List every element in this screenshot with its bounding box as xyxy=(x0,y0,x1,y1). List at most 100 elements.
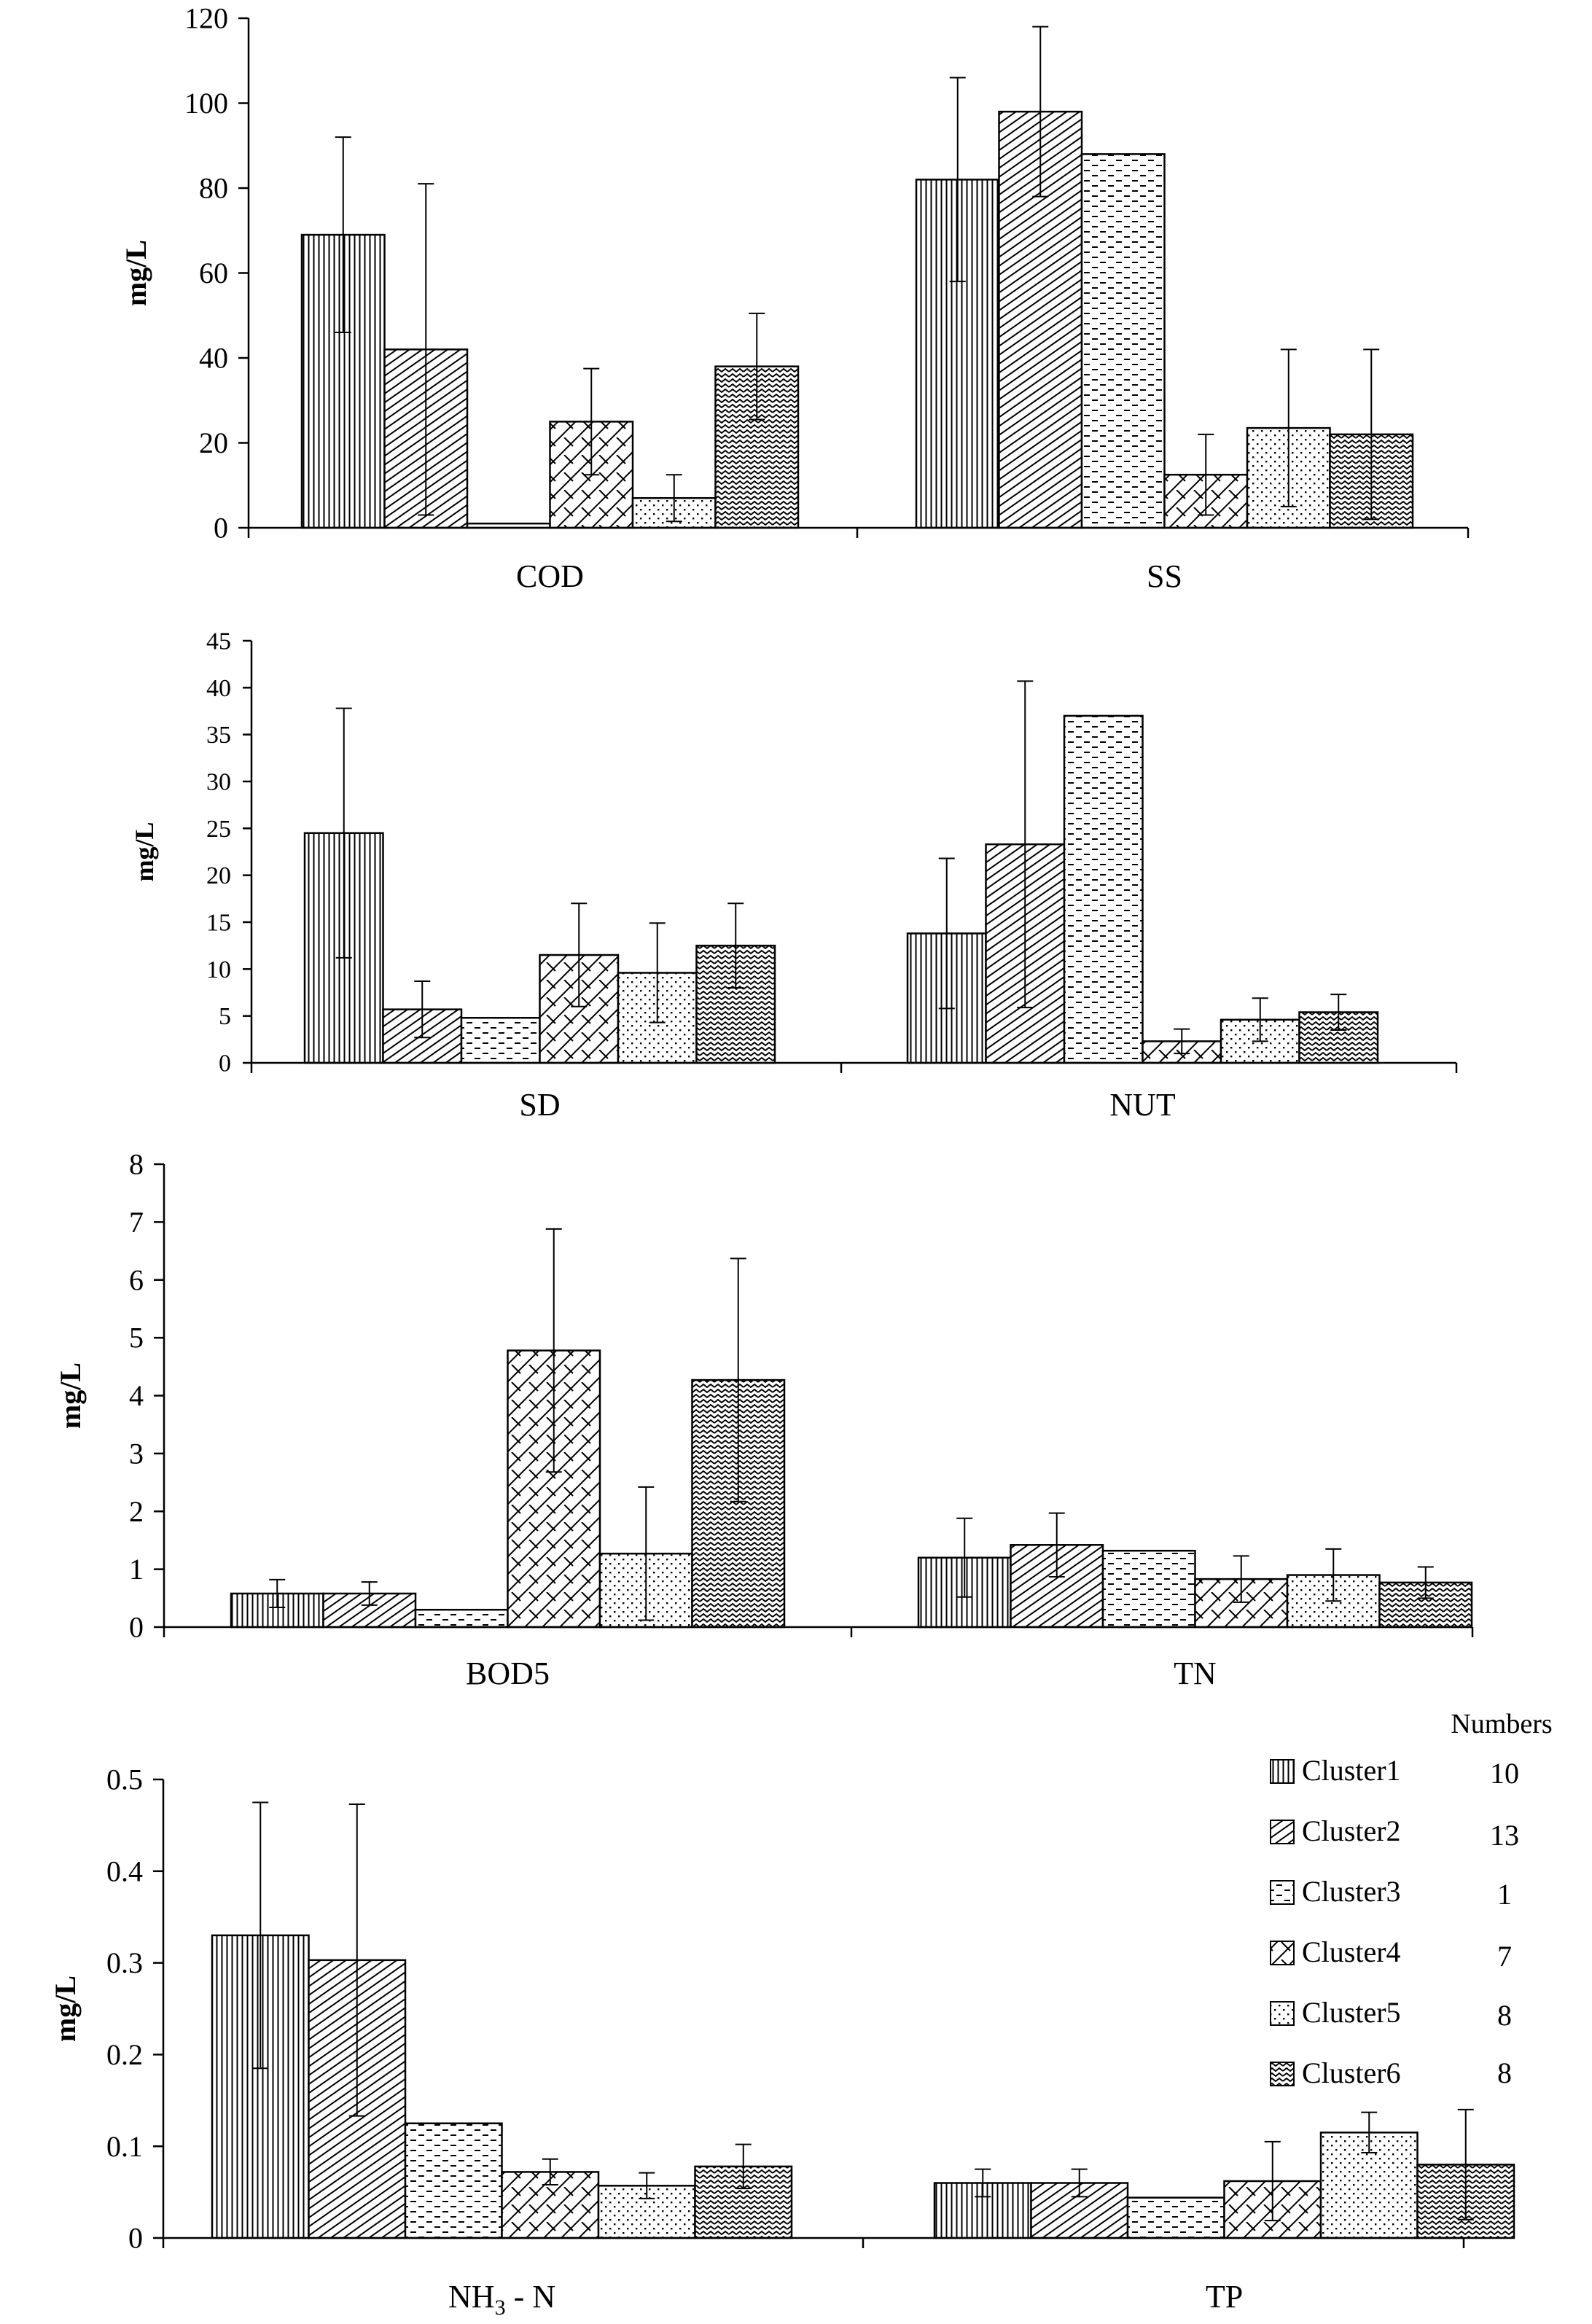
legend-count-cluster5: 8 xyxy=(1497,1999,1512,2032)
category-label-ss: SS xyxy=(1147,558,1182,594)
bar-cluster3-nut xyxy=(1063,714,1144,1064)
error-bar-cluster4-nh xyxy=(542,2158,558,2186)
error-bar-cluster5-cod xyxy=(666,474,682,523)
legend-swatch-cluster4 xyxy=(1270,1941,1295,1965)
chart-2: 0 5 10 15 20 25 30 35 40 45 SD NUT mg/L xyxy=(130,628,1458,1123)
legend-count-cluster6: 8 xyxy=(1497,2056,1512,2089)
bar-cluster3-nh xyxy=(404,2122,503,2239)
y-axis-title: mg/L xyxy=(130,822,159,881)
y-tick-label: 80 xyxy=(199,172,228,205)
error-bar-cluster6-tp xyxy=(1457,2108,1474,2220)
bar-cluster3-tn xyxy=(1101,1549,1196,1629)
chart-1: 0 20 40 60 80 100 120 COD SS mg/L xyxy=(120,2,1470,594)
error-bar-cluster2-tn xyxy=(1048,1512,1065,1578)
y-tick-label: 0.2 xyxy=(106,2038,143,2071)
y-tick-label: 35 xyxy=(206,722,231,749)
category-label-nh: NH3 - N xyxy=(448,2279,555,2320)
y-tick-label: 0 xyxy=(129,1611,144,1644)
error-bar-cluster6-ss xyxy=(1363,348,1380,520)
category-label-sd: SD xyxy=(519,1087,560,1123)
error-bar-cluster4-tn xyxy=(1233,1555,1249,1603)
y-tick-label: 25 xyxy=(206,816,231,843)
error-bar-cluster5-ss xyxy=(1280,348,1297,507)
y-tick-label: 1 xyxy=(129,1553,144,1586)
chart-3: 0 1 2 3 4 5 6 7 8 BOD5 TN mg/L xyxy=(54,1148,1474,1691)
error-bar-cluster5-nut xyxy=(1252,997,1268,1042)
error-bar-cluster1-nh xyxy=(252,1801,269,2070)
error-bar-cluster1-nut xyxy=(938,857,955,1010)
legend-count-cluster4: 7 xyxy=(1497,1940,1512,1973)
y-tick-label: 8 xyxy=(129,1148,144,1181)
error-bar-cluster4-bod5 xyxy=(545,1228,562,1473)
y-axis-title: mg/L xyxy=(120,240,152,306)
legend-label-cluster5: Cluster5 xyxy=(1302,1996,1401,2029)
y-tick-label: 20 xyxy=(199,426,228,459)
legend-entry-cluster2: Cluster2 13 xyxy=(1270,1814,1519,1852)
legend-count-cluster3: 1 xyxy=(1497,1878,1512,1911)
error-bar-cluster2-cod xyxy=(418,183,434,516)
legend: Numbers Cluster1 10 Cluster2 13 Cluster3… xyxy=(1270,1709,1553,2089)
error-bar-cluster2-tp xyxy=(1071,2168,1088,2198)
error-bar-cluster1-ss xyxy=(949,77,966,283)
legend-label-cluster4: Cluster4 xyxy=(1302,1935,1401,1968)
legend-swatch-cluster6 xyxy=(1270,2062,1295,2086)
bar-cluster3-ss xyxy=(1080,153,1166,529)
error-bar-cluster6-nh xyxy=(735,2143,752,2190)
error-bar-cluster4-cod xyxy=(583,367,600,476)
legend-header: Numbers xyxy=(1451,1709,1552,1739)
y-tick-label: 3 xyxy=(129,1437,144,1470)
legend-entry-cluster4: Cluster4 7 xyxy=(1270,1935,1512,1973)
category-label-cod: COD xyxy=(516,558,584,594)
y-axis-title: mg/L xyxy=(54,1362,87,1429)
bar-cluster3-sd xyxy=(460,1016,541,1064)
legend-count-cluster2: 13 xyxy=(1490,1819,1519,1852)
y-tick-label: 6 xyxy=(129,1263,144,1296)
error-bar-cluster2-nut xyxy=(1017,680,1034,1009)
error-bar-cluster5-tn xyxy=(1325,1548,1342,1602)
legend-swatch-cluster1 xyxy=(1270,1759,1295,1784)
error-bar-cluster4-ss xyxy=(1198,433,1214,516)
error-bar-cluster5-nh xyxy=(639,2172,655,2199)
error-bar-cluster2-bod5 xyxy=(361,1581,378,1606)
y-tick-label: 4 xyxy=(129,1379,144,1412)
error-bar-cluster6-sd xyxy=(727,902,744,989)
error-bar-cluster1-cod xyxy=(335,136,351,334)
y-tick-label: 0 xyxy=(214,512,228,545)
y-tick-label: 15 xyxy=(206,910,231,937)
legend-entry-cluster1: Cluster1 10 xyxy=(1270,1754,1519,1790)
y-tick-label: 30 xyxy=(206,769,231,796)
y-tick-label: 60 xyxy=(199,257,228,289)
error-bar-cluster4-sd xyxy=(571,902,588,1007)
y-tick-label: 0 xyxy=(219,1050,231,1077)
y-tick-label: 2 xyxy=(129,1495,144,1528)
error-bar-cluster1-tn xyxy=(956,1517,973,1598)
legend-entry-cluster6: Cluster6 8 xyxy=(1270,2056,1512,2089)
y-tick-label: 10 xyxy=(206,956,231,983)
y-tick-label: 0.1 xyxy=(106,2130,143,2163)
legend-entry-cluster5: Cluster5 8 xyxy=(1270,1996,1512,2032)
y-tick-label: 40 xyxy=(206,675,231,702)
error-bar-cluster1-bod5 xyxy=(269,1578,286,1609)
error-bar-cluster5-bod5 xyxy=(638,1486,655,1621)
error-bar-cluster6-cod xyxy=(749,312,765,421)
legend-label-cluster3: Cluster3 xyxy=(1302,1875,1401,1908)
legend-swatch-cluster3 xyxy=(1270,1880,1295,1905)
legend-swatch-cluster5 xyxy=(1270,2001,1295,2026)
category-label-tn: TN xyxy=(1174,1656,1217,1691)
y-tick-label: 40 xyxy=(199,342,228,375)
y-tick-label: 0 xyxy=(128,2222,143,2255)
error-bar-cluster5-sd xyxy=(649,922,666,1023)
y-tick-label: 100 xyxy=(184,87,228,120)
y-tick-label: 5 xyxy=(219,1003,231,1030)
legend-count-cluster1: 10 xyxy=(1490,1757,1519,1790)
y-tick-label: 7 xyxy=(129,1206,144,1239)
error-bar-cluster2-sd xyxy=(414,980,431,1039)
bar-cluster3-bod5 xyxy=(414,1608,509,1629)
error-bar-cluster6-nut xyxy=(1330,994,1347,1031)
error-bar-cluster6-tn xyxy=(1417,1566,1434,1599)
error-bar-cluster4-tp xyxy=(1264,2140,1281,2222)
y-tick-label: 120 xyxy=(184,2,228,35)
chart-4: 0 0.1 0.2 0.3 0.4 0.5 NH3 - N TP mg/L xyxy=(49,1763,1515,2320)
y-tick-label: 5 xyxy=(129,1322,144,1354)
